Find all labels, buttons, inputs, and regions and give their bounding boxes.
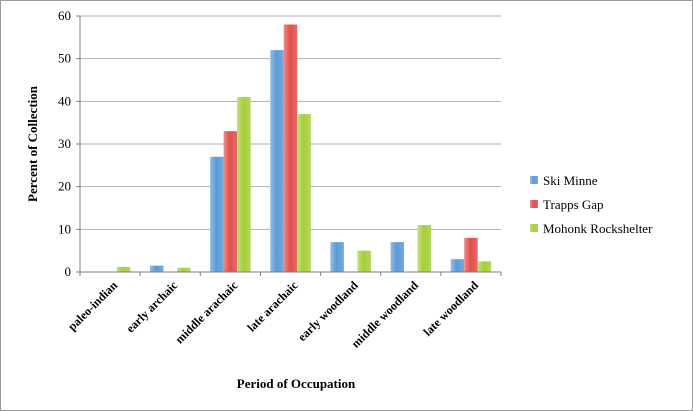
axes — [76, 15, 502, 276]
x-tick-label: paleo-indian — [65, 278, 120, 333]
x-tick-label: early archaic — [123, 278, 181, 336]
bar-ski-minne — [270, 50, 284, 273]
bar-mohonk-rockshelter — [357, 250, 371, 272]
bar-trapps-gap — [464, 237, 478, 272]
legend: Ski Minne Trapps Gap Mohonk Rockshelter — [530, 173, 653, 236]
y-tick-label: 10 — [58, 221, 71, 236]
y-tick-label: 30 — [58, 136, 71, 151]
y-axis-title: Percent of Collection — [25, 85, 40, 202]
y-tick-labels: 0 10 20 30 40 50 60 — [58, 8, 71, 279]
legend-label: Ski Minne — [543, 173, 598, 188]
bar-mohonk-rockshelter — [477, 261, 492, 272]
legend-swatch — [530, 176, 538, 184]
y-tick-label: 60 — [58, 8, 71, 23]
bar-ski-minne — [210, 156, 224, 272]
bar-mohonk-rockshelter — [176, 267, 191, 272]
bar-ski-minne — [149, 265, 164, 272]
x-tick-label: early woodland — [295, 278, 361, 344]
x-tick-label: middle arachaic — [172, 278, 241, 347]
bar-ski-minne — [390, 242, 405, 272]
y-tick-label: 0 — [65, 264, 72, 279]
bar-mohonk-rockshelter — [417, 225, 432, 272]
bar-mohonk-rockshelter — [237, 97, 251, 272]
legend-label: Trapps Gap — [543, 197, 604, 212]
legend-swatch — [530, 224, 538, 232]
x-tick-label: late arachaic — [244, 278, 301, 335]
bar-ski-minne — [450, 259, 465, 272]
y-tick-label: 50 — [58, 51, 71, 66]
y-tick-label: 40 — [58, 93, 71, 108]
y-tick-label: 20 — [58, 179, 71, 194]
x-axis-title: Period of Occupation — [237, 376, 356, 391]
bar-trapps-gap — [283, 24, 298, 273]
bar-mohonk-rockshelter — [297, 114, 311, 272]
bar-mohonk-rockshelter — [116, 266, 131, 272]
bar-trapps-gap — [223, 131, 238, 272]
legend-label: Mohonk Rockshelter — [543, 221, 653, 236]
legend-swatch — [530, 200, 538, 208]
x-tick-label: late woodland — [420, 278, 481, 339]
bar-ski-minne — [330, 242, 344, 272]
bars — [116, 24, 492, 273]
